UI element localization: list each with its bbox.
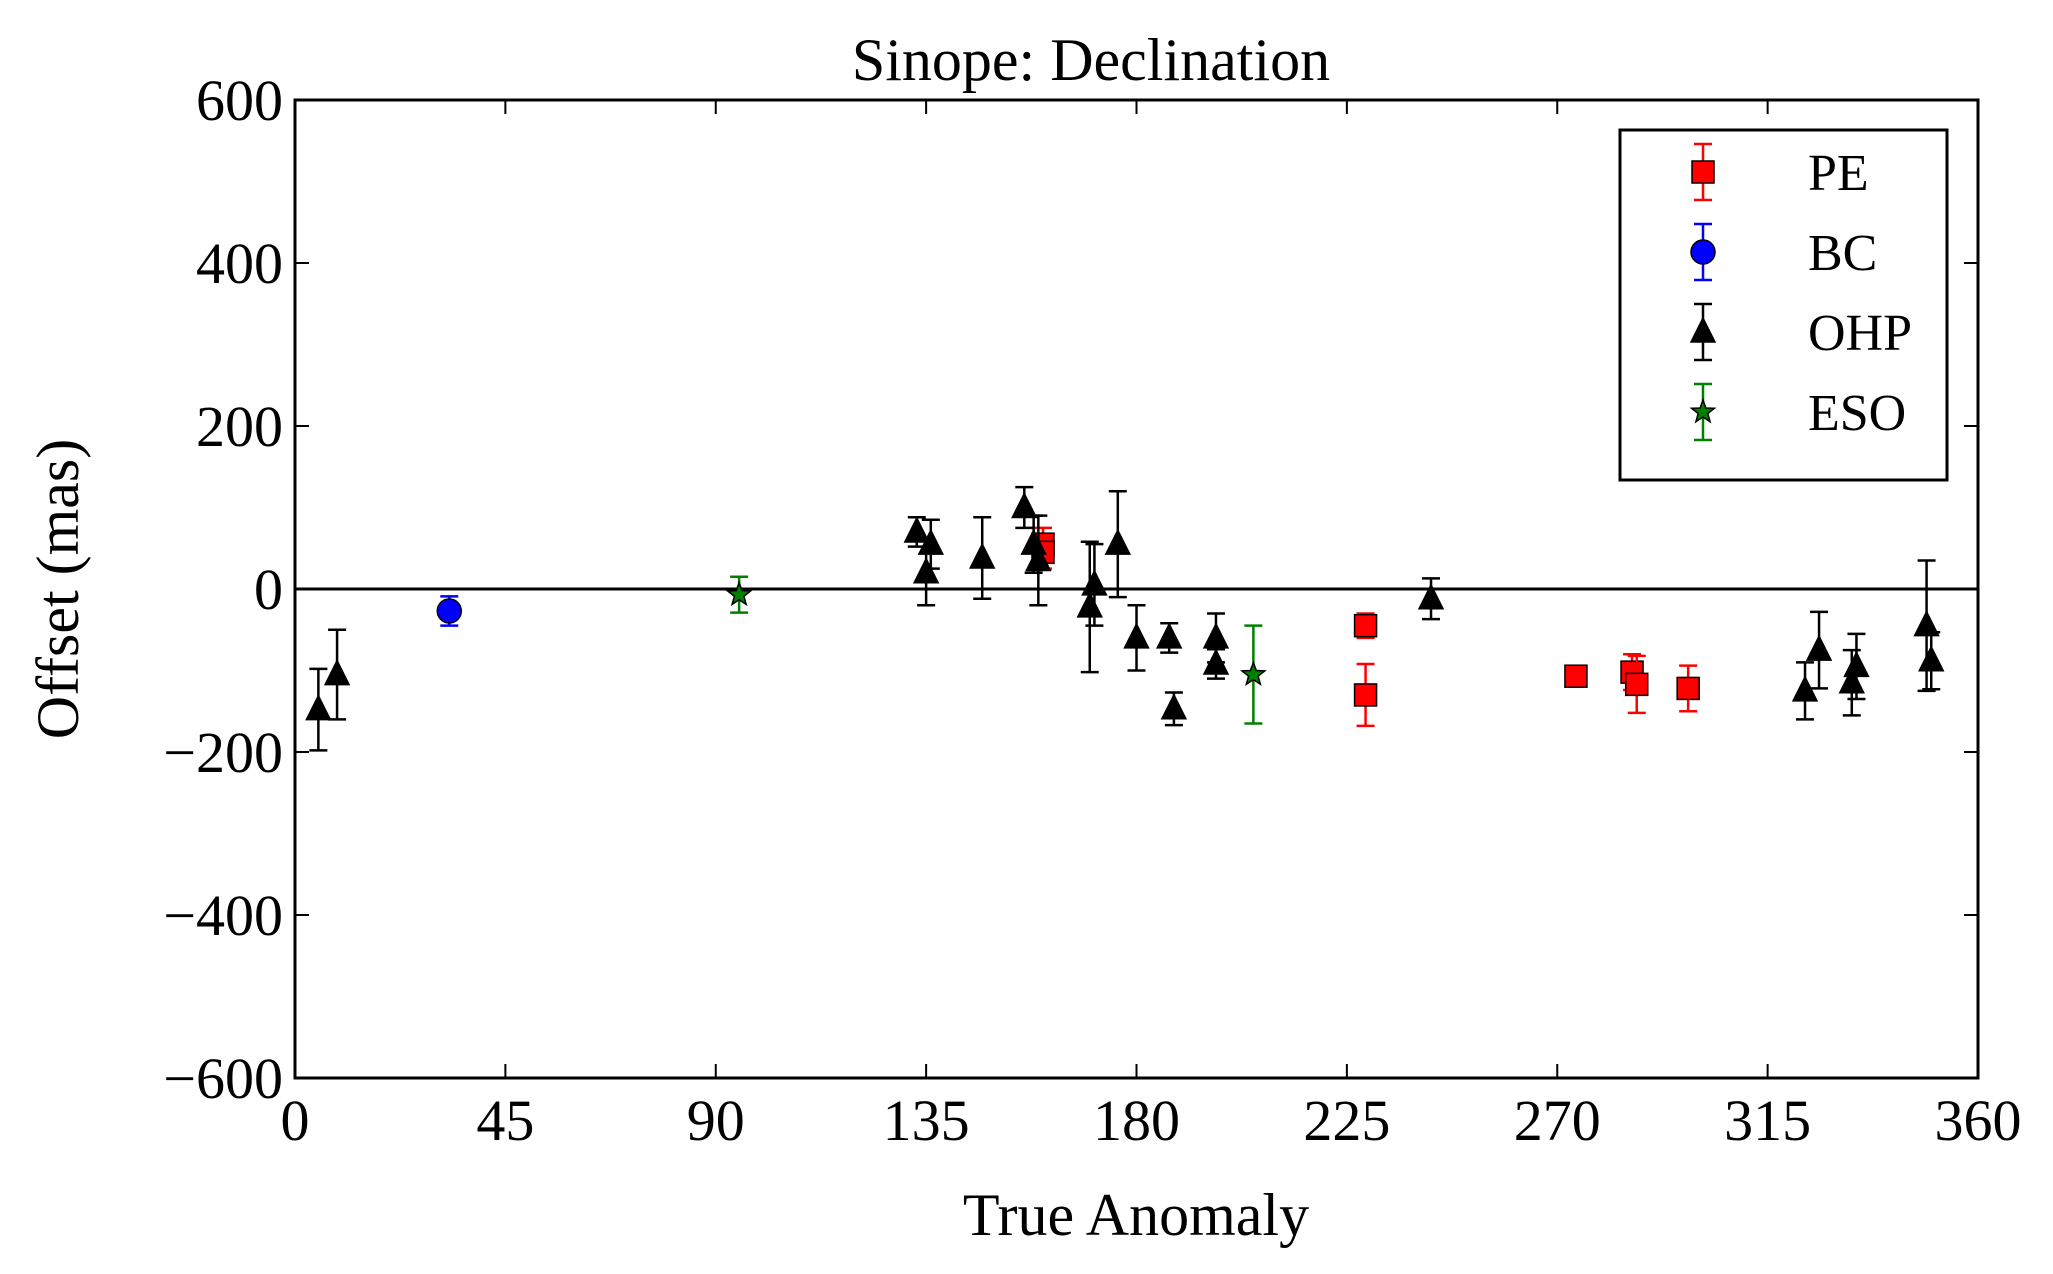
data-point-ohp — [1417, 583, 1445, 610]
data-point-ohp — [1913, 609, 1940, 637]
legend-marker-eso — [1689, 397, 1717, 424]
data-point-eso — [1239, 660, 1267, 687]
data-point-ohp — [1202, 648, 1230, 675]
y-tick-label: 600 — [196, 68, 283, 133]
data-point-ohp — [969, 542, 996, 569]
legend-label: OHP — [1808, 305, 1912, 362]
series-eso — [725, 575, 1267, 725]
x-tick-label: 90 — [687, 1088, 745, 1153]
y-tick-label: 0 — [254, 557, 283, 622]
x-tick-label: 135 — [883, 1088, 970, 1153]
legend-marker-ohp — [1689, 316, 1717, 343]
legend-marker-bc — [1690, 239, 1716, 265]
x-tick-label: 360 — [1935, 1088, 2022, 1153]
legend-label: BC — [1808, 225, 1877, 282]
data-point-ohp — [305, 693, 332, 721]
legend-item-ohp: OHP — [1689, 302, 1912, 362]
data-point-bc — [436, 598, 463, 624]
data-point-ohp — [1076, 591, 1103, 618]
series-ohp — [305, 485, 1945, 752]
data-point-ohp — [1025, 544, 1052, 572]
data-point-ohp — [323, 658, 351, 686]
data-point-ohp — [1202, 622, 1230, 649]
x-tick-label: 180 — [1093, 1088, 1180, 1153]
x-axis-title: True Anomaly — [963, 1182, 1309, 1248]
data-point-pe — [1353, 613, 1378, 638]
x-tick-label: 225 — [1303, 1088, 1390, 1153]
legend-item-bc: BC — [1690, 222, 1877, 282]
y-tick-label: 400 — [196, 231, 283, 296]
legend-item-eso: ESO — [1689, 382, 1906, 442]
y-tick-label: −200 — [163, 720, 283, 785]
legend-label: ESO — [1808, 385, 1906, 442]
legend: PE BC OHP ESO — [1618, 128, 1949, 482]
data-point-ohp — [1805, 634, 1833, 661]
legend-item-pe: PE — [1691, 142, 1869, 202]
y-tick-label: 200 — [196, 394, 283, 459]
y-tick-label: −600 — [163, 1046, 283, 1111]
series-bc — [436, 595, 463, 627]
data-point-ohp — [1123, 622, 1150, 649]
data-point-ohp — [1104, 528, 1132, 555]
legend-label: PE — [1808, 145, 1869, 202]
data-point-ohp — [1918, 645, 1945, 672]
x-tick-label: 45 — [476, 1088, 534, 1153]
data-point-pe — [1676, 676, 1700, 701]
y-axis-title: Offset (mas) — [25, 439, 91, 739]
data-point-ohp — [912, 557, 940, 584]
data-point-ohp — [903, 516, 930, 543]
data-point-pe — [1353, 683, 1378, 707]
legend-frame — [1618, 128, 1949, 482]
data-point-ohp — [1838, 667, 1865, 694]
data-point-ohp — [917, 528, 945, 555]
series-pe — [1031, 526, 1700, 728]
data-point-eso — [725, 580, 753, 607]
data-point-ohp — [1011, 491, 1038, 519]
data-point-ohp — [1160, 693, 1188, 720]
plot-area — [295, 485, 1978, 752]
data-point-pe — [1564, 664, 1588, 688]
axes: 0 45 90 135 180 225 270 315 360 −600 −400 −200 0 200 4… — [163, 68, 2021, 1153]
y-tick-label: −400 — [163, 883, 283, 948]
data-point-pe — [1624, 672, 1649, 697]
x-tick-label: 270 — [1514, 1088, 1601, 1153]
data-point-ohp — [1081, 569, 1108, 596]
x-tick-label: 0 — [281, 1088, 310, 1153]
legend-marker-pe — [1691, 160, 1715, 184]
data-point-ohp — [1843, 650, 1870, 678]
x-tick-label: 315 — [1724, 1088, 1811, 1153]
data-point-ohp — [1156, 622, 1183, 649]
chart-title: Sinope: Declination — [852, 27, 1330, 93]
